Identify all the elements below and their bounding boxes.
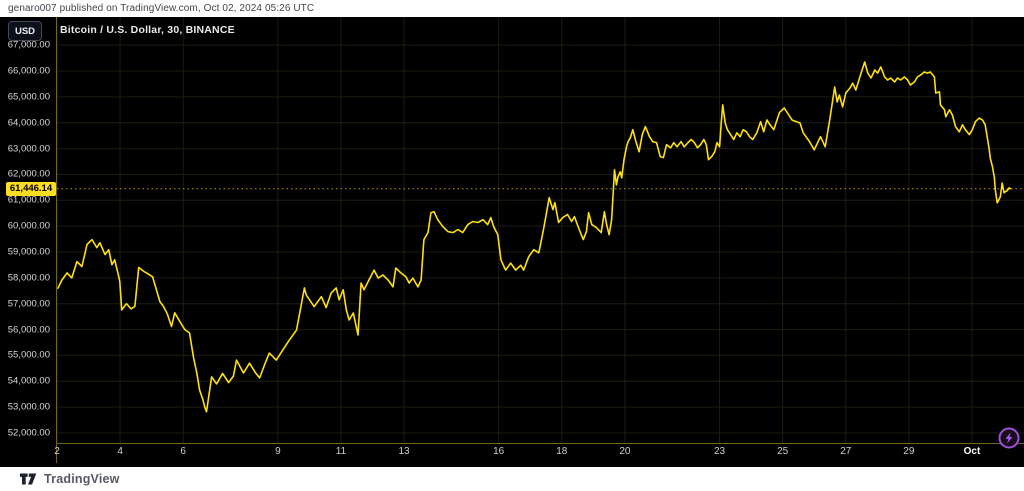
symbol-row: USD Bitcoin / U.S. Dollar, 30, BINANCE [0,17,1024,43]
attribution-bar: genaro007 published on TradingView.com, … [0,0,1024,17]
chart-pane[interactable]: 52,000.00 53,000.00 54,000.00 55,000.00 56,0… [0,17,1024,467]
currency-button[interactable]: USD [8,21,42,41]
price-chart-canvas[interactable] [0,17,1024,467]
flash-icon[interactable] [997,426,1021,450]
symbol-title: Bitcoin / U.S. Dollar, 30, BINANCE [60,24,235,36]
tradingview-brand-text[interactable]: TradingView [44,472,120,486]
attribution-text: genaro007 published on TradingView.com, … [8,3,315,14]
current-price-label: 61,446.14 [6,181,56,196]
tradingview-logo-icon[interactable] [20,473,37,485]
footer-bar: TradingView [0,467,1024,491]
